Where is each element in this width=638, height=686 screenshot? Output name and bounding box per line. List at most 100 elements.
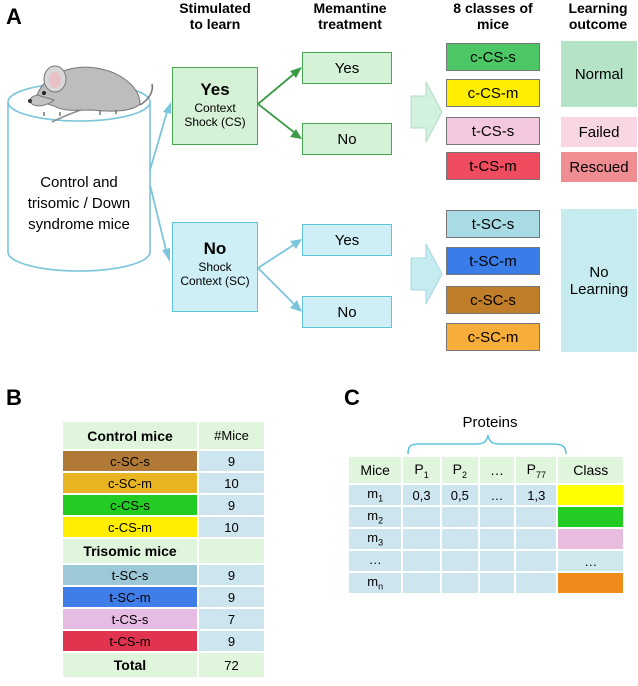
mouse-letter: m <box>367 486 379 502</box>
proteins-brace <box>407 434 567 455</box>
col-header-p77: P77 <box>516 457 557 483</box>
header-stimulated-line1: Stimulated <box>179 0 251 16</box>
cell-dots <box>479 529 515 549</box>
row-mouse-id: m2 <box>349 507 402 527</box>
row-mouse-id: m1 <box>349 485 402 505</box>
treat-cs-no-box: No <box>302 123 392 155</box>
panel-b-letter: B <box>6 385 22 410</box>
cell-p2: 0,5 <box>441 485 478 505</box>
stim-yes-box: Yes Context Shock (CS) <box>172 67 258 145</box>
mouse-subscript: 2 <box>378 515 384 526</box>
row-label: c-CS-s <box>63 495 197 515</box>
cell-p1: 0,3 <box>403 485 440 505</box>
table-row: c-SC-m 10 <box>63 473 264 493</box>
p1-letter: P <box>414 460 424 477</box>
trisomic-header-cell: Trisomic mice <box>63 539 197 563</box>
arrow-stim-no-to-treat-no <box>257 267 302 312</box>
header-outcome: Learning outcome <box>556 0 638 32</box>
table-row: Total 72 <box>63 653 264 677</box>
cell-p2 <box>441 573 478 593</box>
treat-cs-yes-box: Yes <box>302 52 392 84</box>
panel-a-letter: A <box>6 4 22 29</box>
protein-matrix-table: Mice P1 P2 … P77 Class m1 0,3 0,5 … 1,3 … <box>347 455 625 595</box>
cell-dots <box>479 507 515 527</box>
cell-p77 <box>516 529 557 549</box>
mouse-subscript: 1 <box>378 493 384 504</box>
row-count: 9 <box>199 451 264 471</box>
p2-letter: P <box>452 460 462 477</box>
row-count: 7 <box>199 609 264 629</box>
col-header-class: Class <box>558 457 623 483</box>
row-mouse-id: … <box>349 551 402 571</box>
class-box-t-sc-s: t-SC-s <box>446 210 540 238</box>
cell-class <box>558 529 623 549</box>
table-row: t-SC-m 9 <box>63 587 264 607</box>
cell-p77: 1,3 <box>516 485 557 505</box>
cell-dots <box>479 573 515 593</box>
col-header-mice: Mice <box>349 457 402 483</box>
class-box-c-cs-s: c-CS-s <box>446 43 540 71</box>
class-box-c-sc-s: c-SC-s <box>446 286 540 314</box>
mouse-letter: m <box>367 530 379 546</box>
row-label: c-SC-m <box>63 473 197 493</box>
header-stimulated: Stimulated to learn <box>160 0 270 32</box>
p77-letter: P <box>526 460 536 477</box>
arrow-stim-no-to-treat-yes <box>257 239 302 269</box>
mice-pool-label: Control and trisomic / Down syndrome mic… <box>8 172 150 235</box>
header-stimulated-line2: to learn <box>189 16 241 32</box>
table-row: m1 0,3 0,5 … 1,3 <box>349 485 623 505</box>
table-row: mn <box>349 573 623 593</box>
arrow-stim-yes-to-treat-no <box>257 103 302 139</box>
table-row: Control mice #Mice <box>63 422 264 449</box>
cell-p1 <box>403 529 440 549</box>
arrow-stim-yes-to-treat-yes <box>257 67 302 105</box>
row-label: t-SC-s <box>63 565 197 585</box>
mice-pool-line2: trisomic / Down <box>27 195 131 212</box>
header-memantine-line2: treatment <box>318 16 382 32</box>
row-label: c-SC-s <box>63 451 197 471</box>
outcome-failed: Failed <box>561 117 637 147</box>
row-mouse-id: m3 <box>349 529 402 549</box>
stim-yes-line1: Context <box>194 101 236 115</box>
cell-class: … <box>558 551 623 571</box>
table-row: Trisomic mice <box>63 539 264 563</box>
treat-sc-no-box: No <box>302 296 392 328</box>
proteins-label: Proteins <box>462 414 518 431</box>
cell-p2 <box>441 529 478 549</box>
table-header-row: Mice P1 P2 … P77 Class <box>349 457 623 483</box>
cell-p77 <box>516 573 557 593</box>
mice-pool-line3: syndrome mice <box>28 216 130 233</box>
p2-subscript: 2 <box>461 469 467 480</box>
cell-dots: … <box>479 485 515 505</box>
arrow-pool-to-yes <box>149 102 171 171</box>
row-count: 9 <box>199 587 264 607</box>
table-row: … … <box>349 551 623 571</box>
table-row: m2 <box>349 507 623 527</box>
control-header-cell: Control mice <box>63 422 197 449</box>
mouse-subscript: n <box>378 581 384 592</box>
class-box-c-cs-m: c-CS-m <box>446 79 540 107</box>
table-row: t-CS-m 9 <box>63 631 264 651</box>
outcome-no-learning: No Learning <box>561 209 637 352</box>
cell-p77 <box>516 507 557 527</box>
count-header-cell: #Mice <box>199 422 264 449</box>
arrow-pool-to-no <box>149 184 170 262</box>
cell-class <box>558 485 623 505</box>
cell-p1 <box>403 507 440 527</box>
header-classes-line1: 8 classes of <box>453 0 533 16</box>
total-count-cell: 72 <box>199 653 264 677</box>
stim-yes-title: Yes <box>200 80 230 99</box>
class-box-t-sc-m: t-SC-m <box>446 247 540 275</box>
stim-no-box: No Shock Context (SC) <box>172 222 258 312</box>
header-memantine-line1: Memantine <box>313 0 387 16</box>
table-row: t-CS-s 7 <box>63 609 264 629</box>
row-label: c-CS-m <box>63 517 197 537</box>
table-row: m3 <box>349 529 623 549</box>
header-classes: 8 classes of mice <box>436 0 550 32</box>
table-row: c-CS-m 10 <box>63 517 264 537</box>
col-header-dots: … <box>479 457 515 483</box>
stim-no-line1: Shock <box>198 260 232 274</box>
cell-p1 <box>403 551 440 571</box>
total-label-cell: Total <box>63 653 197 677</box>
class-box-t-cs-m: t-CS-m <box>446 152 540 180</box>
